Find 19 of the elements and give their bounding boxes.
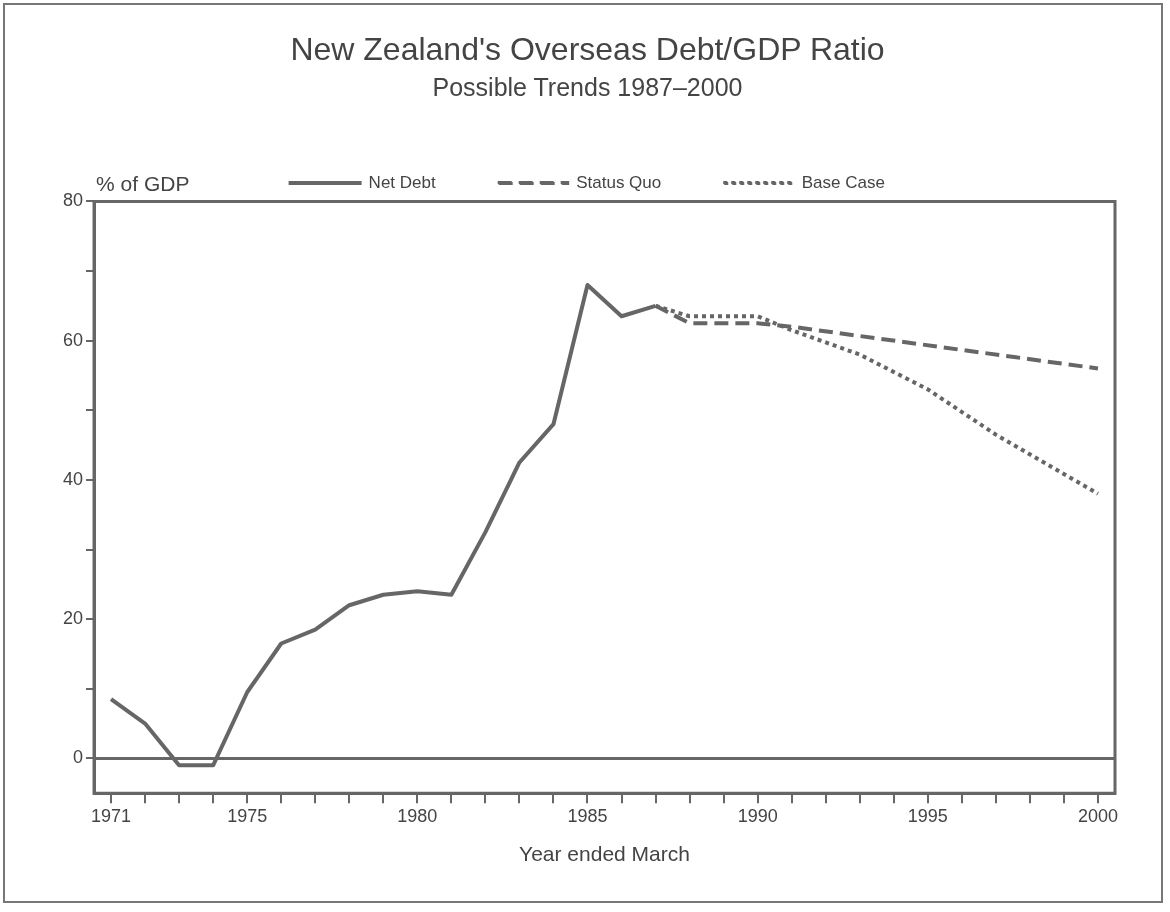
legend-label: Base Case [801,172,885,192]
y-tick-label: 40 [62,468,84,489]
x-tick-label: 1980 [397,805,438,826]
x-tick-label: 1971 [91,805,132,826]
x-tick-label: 1985 [567,805,608,826]
y-axis-title: % of GDP [96,171,190,195]
y-tick-label: 0 [73,747,84,768]
x-tick-label: 1995 [907,805,948,826]
x-axis-title: Year ended March [519,842,690,866]
y-tick-label: 80 [62,190,84,211]
x-tick-label: 1975 [227,805,268,826]
legend-label: Status Quo [576,172,662,192]
chart-subtitle: Possible Trends 1987–2000 [432,73,743,102]
chart-title: New Zealand's Overseas Debt/GDP Ratio [290,31,885,68]
y-tick-label: 20 [62,608,84,629]
legend-label: Net Debt [368,172,436,192]
y-tick-label: 60 [62,329,84,350]
x-tick-label: 1990 [737,805,778,826]
x-tick-label: 2000 [1077,805,1119,826]
